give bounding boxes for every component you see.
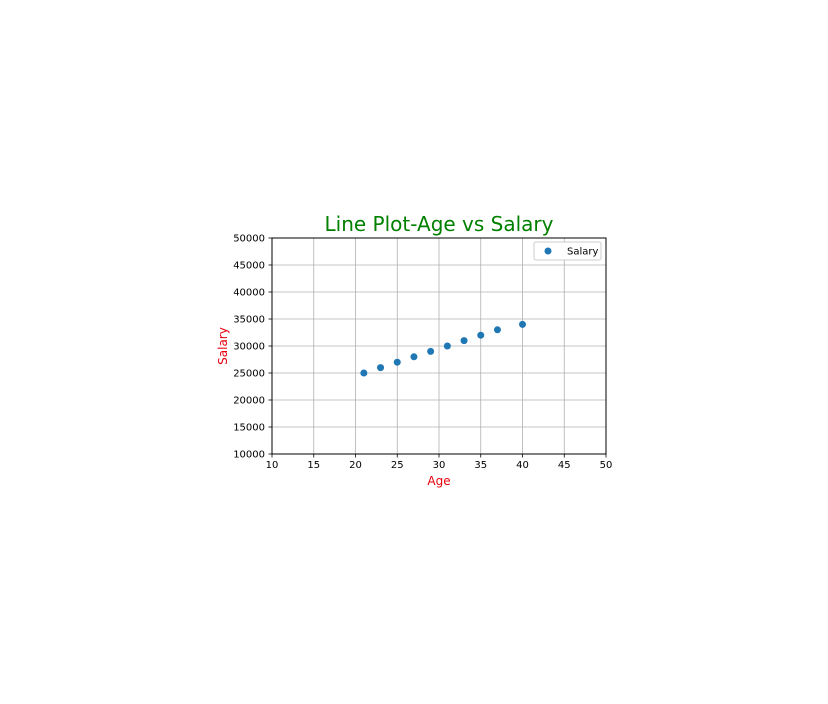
data-point	[393, 358, 401, 366]
data-point	[477, 331, 485, 339]
data-point	[377, 364, 385, 372]
x-tick-label: 15	[307, 460, 320, 471]
x-tick-label: 35	[474, 460, 487, 471]
x-tick-label: 10	[266, 460, 279, 471]
data-point	[427, 347, 435, 355]
y-tick-label: 40000	[233, 288, 265, 299]
y-tick-label: 35000	[233, 315, 265, 326]
x-tick-label: 25	[391, 460, 404, 471]
y-tick-label: 25000	[233, 369, 265, 380]
y-tick-label: 10000	[233, 450, 265, 461]
y-tick-label: 30000	[233, 342, 265, 353]
x-tick-label: 45	[558, 460, 571, 471]
grid	[271, 237, 607, 455]
x-tick-label: 50	[600, 460, 613, 471]
data-point	[360, 369, 368, 377]
x-tick-label: 20	[349, 460, 362, 471]
legend-box	[533, 241, 602, 261]
y-axis-label: Salary	[216, 327, 230, 365]
y-tick-label: 45000	[233, 261, 265, 272]
data-points	[360, 320, 526, 377]
x-tick-label: 30	[433, 460, 446, 471]
data-point	[443, 342, 451, 350]
data-point	[460, 337, 468, 345]
chart-title: Line Plot-Age vs Salary	[325, 212, 554, 236]
axis-ticks: 10 15 20 25 30 35 40 45 50 10000 15000 20000 25000 30…	[233, 234, 612, 472]
y-tick-label: 50000	[233, 234, 265, 245]
data-point	[519, 320, 526, 328]
x-axis-label: Age	[427, 474, 450, 488]
data-point	[493, 326, 501, 334]
legend: Salary	[533, 241, 602, 261]
y-tick-label: 15000	[233, 423, 265, 434]
legend-marker-salary	[544, 247, 552, 255]
data-point	[410, 353, 418, 361]
y-tick-label: 20000	[233, 396, 265, 407]
legend-label-salary: Salary	[567, 247, 598, 258]
x-tick-label: 40	[516, 460, 529, 471]
